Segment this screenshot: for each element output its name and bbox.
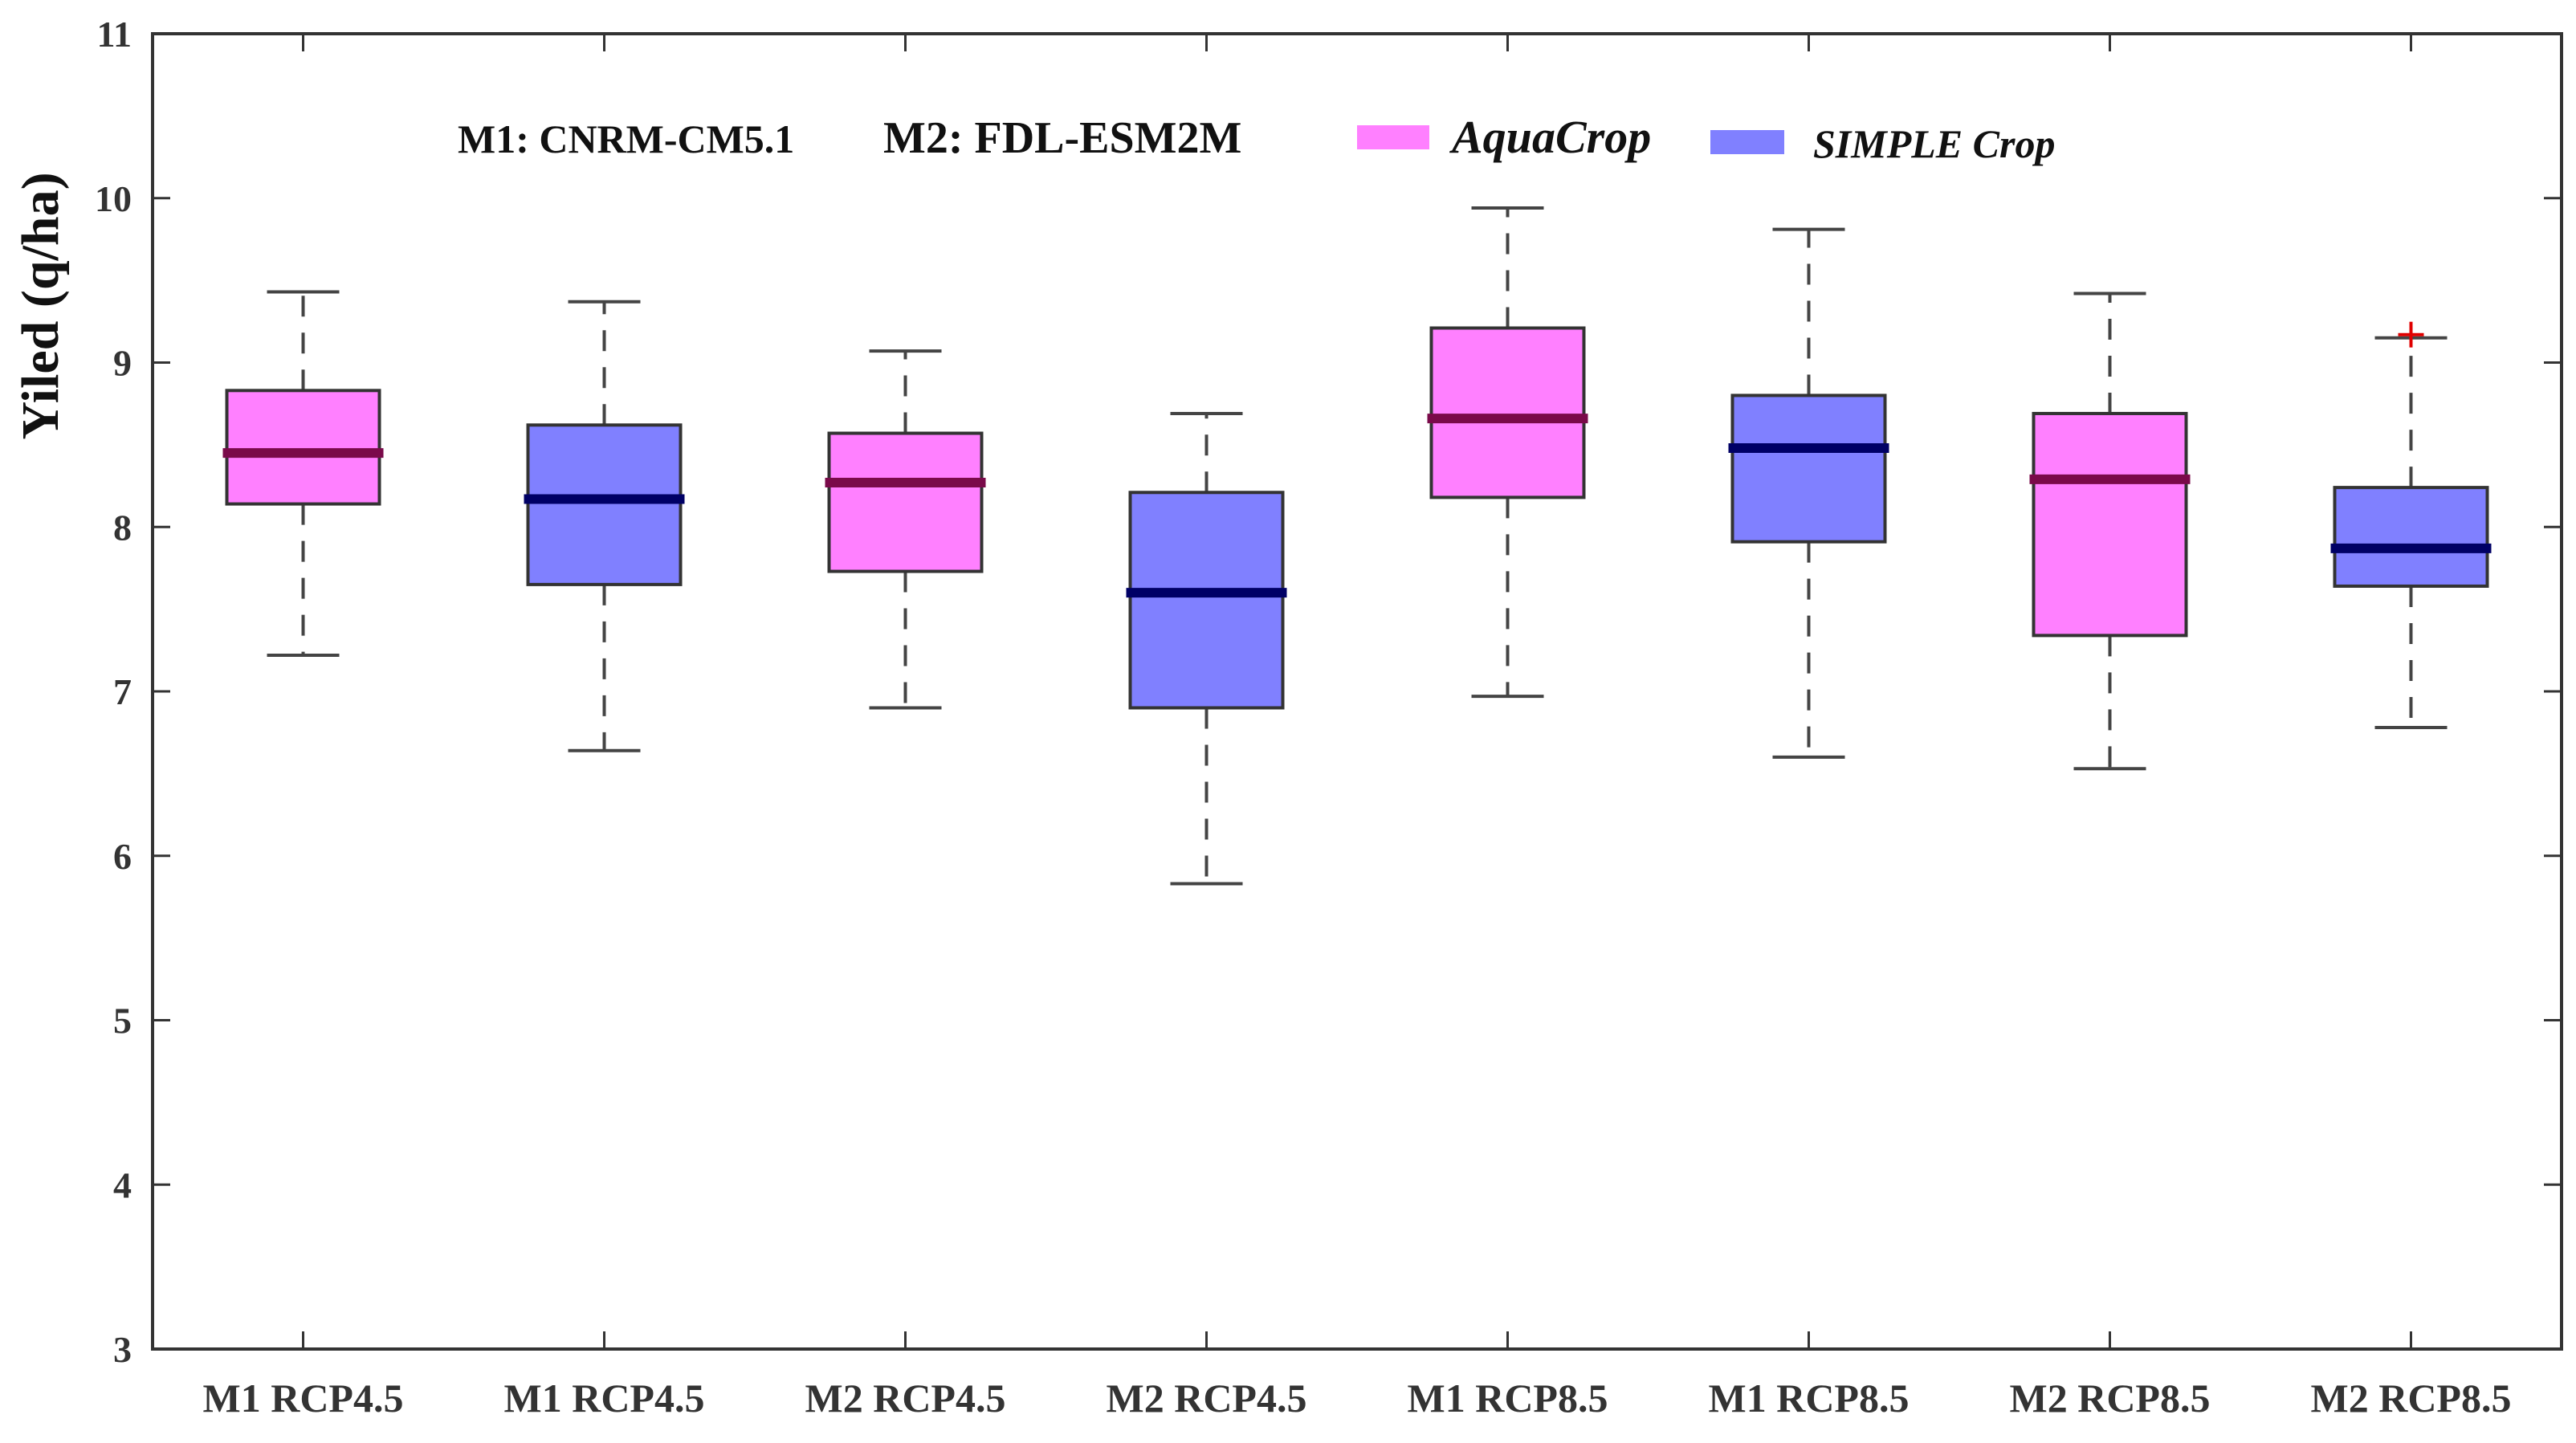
box-iqr <box>1128 491 1285 710</box>
y-tick-label: 8 <box>113 507 132 548</box>
box-iqr <box>827 431 984 573</box>
box-iqr <box>225 389 381 506</box>
x-tick-label: M1 RCP8.5 <box>1709 1376 1910 1421</box>
y-tick-label: 7 <box>113 671 132 712</box>
x-tick-label: M2 RCP8.5 <box>2311 1376 2512 1421</box>
y-tick-label: 11 <box>97 14 132 55</box>
x-tick-label: M2 RCP4.5 <box>1107 1376 1307 1421</box>
box-group <box>524 300 685 752</box>
legend-model-note-m1: M1: CNRM-CM5.1 <box>458 116 794 161</box>
x-tick-label: M1 RCP4.5 <box>203 1376 404 1421</box>
y-tick-label: 6 <box>113 836 132 877</box>
legend-model-note-m2: M2: FDL-ESM2M <box>883 113 1241 163</box>
box-iqr <box>526 423 683 586</box>
legend-label-aquacrop: AquaCrop <box>1449 111 1651 163</box>
box-iqr <box>1429 326 1586 499</box>
box-group <box>1427 206 1588 699</box>
box-iqr <box>1730 393 1887 544</box>
plot-area <box>151 32 2563 1351</box>
x-tick-label: M1 RCP4.5 <box>504 1376 705 1421</box>
legend-swatch-simple-crop <box>1710 130 1784 154</box>
box-group <box>1126 411 1287 886</box>
x-axis: M1 RCP4.5 M1 RCP4.5 M2 RCP4.5 M2 RCP4.5 M1 R… <box>203 34 2512 1421</box>
y-axis: 3 4 5 6 7 8 9 10 11 <box>95 14 2562 1370</box>
box-group <box>2029 291 2191 771</box>
x-tick-label: M2 RCP4.5 <box>805 1376 1006 1421</box>
legend-label-simple-crop: SIMPLE Crop <box>1813 121 2055 166</box>
legend: M1: CNRM-CM5.1 M2: FDL-ESM2M AquaCrop SI… <box>458 111 2055 166</box>
y-tick-label: 10 <box>95 178 132 219</box>
legend-swatch-aquacrop <box>1357 125 1429 149</box>
y-tick-label: 3 <box>113 1329 132 1370</box>
box-iqr <box>2032 411 2188 638</box>
x-tick-label: M2 RCP8.5 <box>2010 1376 2211 1421</box>
y-tick-label: 5 <box>113 1001 132 1041</box>
x-tick-label: M1 RCP8.5 <box>1408 1376 1608 1421</box>
box-series <box>222 206 2492 886</box>
y-tick-label: 9 <box>113 343 132 384</box>
box-group <box>1728 227 1889 759</box>
box-group <box>222 290 384 657</box>
box-group <box>2330 321 2492 730</box>
box-group <box>825 349 986 710</box>
box-iqr <box>2333 486 2489 588</box>
y-axis-label: Yiled (q/ha) <box>11 172 70 439</box>
y-tick-label: 4 <box>113 1164 132 1205</box>
